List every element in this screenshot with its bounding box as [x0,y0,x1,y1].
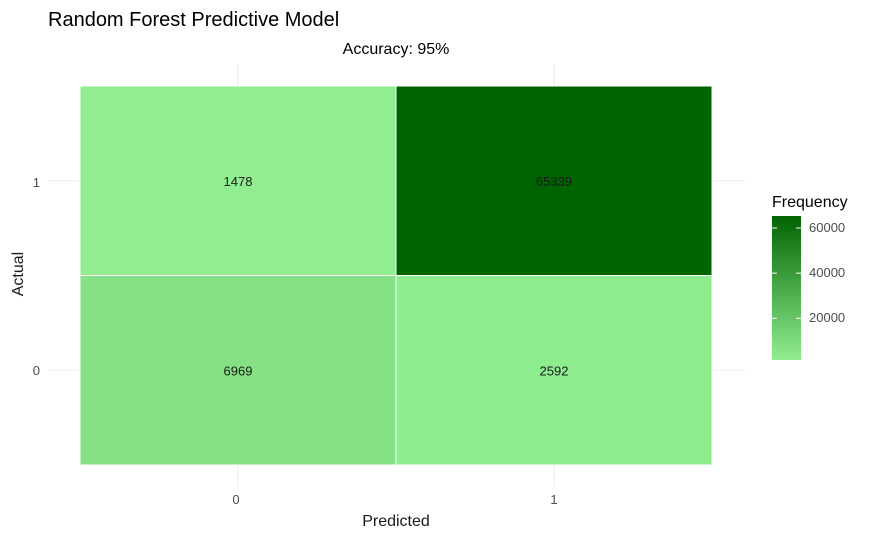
cell-value-label: 65339 [536,174,572,189]
cell-value-label: 6969 [224,363,253,378]
legend: Frequency 20000 40000 60000 [772,194,848,360]
x-tick-label-0: 0 [232,492,239,507]
cell-labels: 1478 65339 6969 2592 [224,174,573,379]
legend-tick-label: 20000 [809,310,845,325]
y-tick-label-0: 0 [33,363,40,378]
x-tick-label-1: 1 [550,492,557,507]
x-axis-title: Predicted [362,513,430,530]
legend-ticks: 20000 40000 60000 [772,220,845,325]
cell-value-label: 2592 [540,363,569,378]
y-axis-title: Actual [10,252,27,296]
legend-title: Frequency [772,194,848,211]
heatmap-cells [79,85,713,466]
cell-value-label: 1478 [224,174,253,189]
heatmap-cell-actual-0-predicted-1 [395,275,713,466]
chart-subtitle: Accuracy: 95% [343,41,450,58]
heatmap-cell-actual-0-predicted-0 [79,275,397,466]
chart-title: Random Forest Predictive Model [48,9,339,31]
legend-colorbar [772,216,801,360]
heatmap-cell-actual-1-predicted-0 [79,85,397,276]
legend-tick-label: 60000 [809,220,845,235]
y-tick-label-1: 1 [33,175,40,190]
legend-tick-label: 40000 [809,265,845,280]
